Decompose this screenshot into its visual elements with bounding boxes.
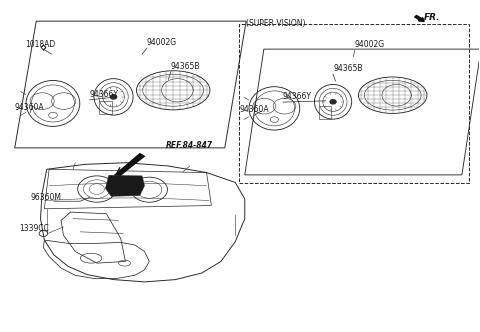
Text: FR.: FR. xyxy=(424,13,440,22)
Text: 94360A: 94360A xyxy=(15,103,44,112)
Text: REF.84-847: REF.84-847 xyxy=(166,141,213,150)
Polygon shape xyxy=(114,153,145,176)
Bar xyxy=(319,107,331,119)
Circle shape xyxy=(110,95,117,99)
Text: 94360A: 94360A xyxy=(240,105,269,114)
Text: 94002G: 94002G xyxy=(147,38,177,47)
Text: 94365B: 94365B xyxy=(333,64,362,73)
Text: 94366Y: 94366Y xyxy=(90,90,119,99)
Polygon shape xyxy=(106,175,144,196)
FancyArrow shape xyxy=(415,16,424,22)
Text: 1339CC: 1339CC xyxy=(20,223,49,232)
Text: 94002G: 94002G xyxy=(355,40,384,49)
Bar xyxy=(239,25,469,183)
Text: 94365B: 94365B xyxy=(171,61,200,70)
Text: 94366Y: 94366Y xyxy=(283,92,312,101)
Bar xyxy=(99,101,112,114)
Text: 1018AD: 1018AD xyxy=(25,40,56,49)
Text: 96360M: 96360M xyxy=(31,193,62,202)
Circle shape xyxy=(330,100,336,104)
Text: (SUPER VISION): (SUPER VISION) xyxy=(246,19,305,28)
